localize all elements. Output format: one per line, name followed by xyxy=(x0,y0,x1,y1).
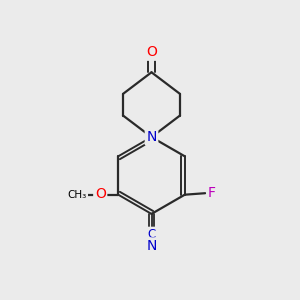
Text: CH₃: CH₃ xyxy=(68,190,87,200)
Text: C: C xyxy=(147,228,156,241)
Text: O: O xyxy=(95,187,106,201)
Text: N: N xyxy=(146,239,157,253)
Text: O: O xyxy=(146,45,157,59)
Text: N: N xyxy=(146,130,157,144)
Text: F: F xyxy=(208,186,216,200)
